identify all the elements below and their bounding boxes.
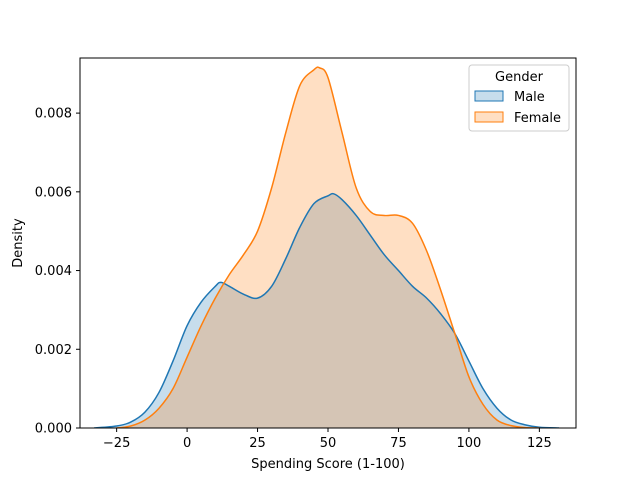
legend-box	[468, 64, 570, 132]
y-tick-label: 0.000	[35, 422, 72, 437]
density-line-female	[116, 66, 540, 428]
y-tick-label: 0.006	[35, 185, 72, 200]
y-tick-label: 0.002	[35, 343, 72, 358]
density-area-female	[116, 67, 540, 428]
x-tick-label: 125	[527, 436, 552, 451]
legend-label-male: Male	[514, 90, 545, 105]
density-area-male	[94, 193, 560, 428]
x-tick-label: 0	[183, 436, 191, 451]
series-group	[94, 66, 560, 428]
x-tick-label: 75	[390, 436, 407, 451]
x-tick-label: −25	[103, 436, 130, 451]
y-tick-label: 0.008	[35, 107, 72, 122]
x-axis-label: Spending Score (1-100)	[251, 457, 405, 472]
x-tick-label: 100	[456, 436, 481, 451]
y-axis-label: Density	[11, 218, 26, 268]
legend: Gender Male Female	[468, 64, 570, 132]
x-tick-label: 50	[320, 436, 337, 451]
legend-swatch-male	[474, 90, 504, 102]
legend-label-female: Female	[514, 111, 561, 126]
y-tick-label: 0.004	[35, 264, 72, 279]
density-line-male	[94, 192, 560, 428]
legend-title: Gender	[495, 70, 544, 85]
legend-swatch-female	[474, 111, 504, 123]
x-tick-label: 25	[249, 436, 266, 451]
